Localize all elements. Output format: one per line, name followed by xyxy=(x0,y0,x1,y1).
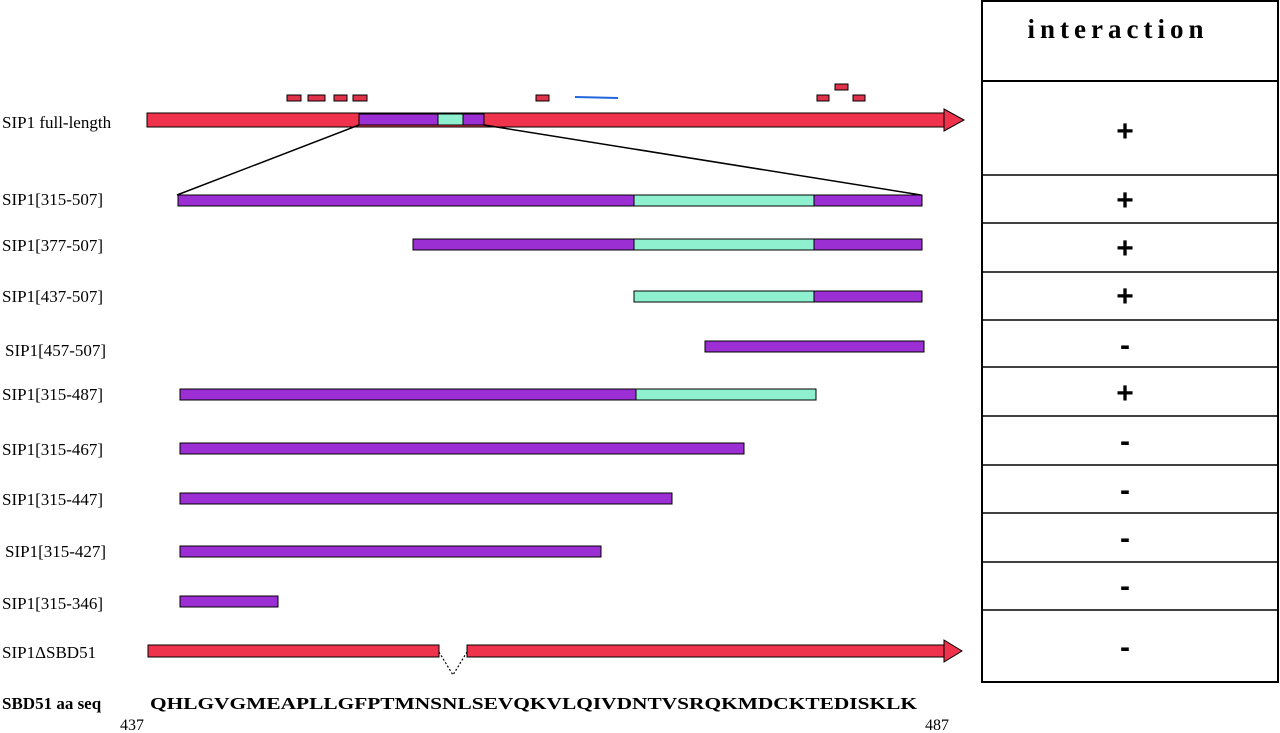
sbd51-segment xyxy=(633,194,815,207)
construct-label: SIP1 full-length xyxy=(2,113,112,132)
motif-mark xyxy=(333,94,348,102)
motif-mark xyxy=(816,94,830,102)
construct-bar xyxy=(813,290,923,303)
construct-label: SIP1[315-346] xyxy=(2,594,103,613)
motif-mark xyxy=(286,94,302,102)
interaction-table-frame xyxy=(981,0,1279,683)
sbd51-sequence: SBD51 aa seq QHLGVGMEAPLLGFPTMNSNLSEVQKV… xyxy=(2,694,949,733)
delta-construct-bar xyxy=(466,644,945,658)
sbd51-segment xyxy=(633,290,815,303)
interaction-table: interaction + + + + - + - - - - - xyxy=(981,0,1279,683)
construct-bar xyxy=(813,194,923,207)
motif-mark xyxy=(352,94,368,102)
construct-bar xyxy=(813,238,923,251)
motif-mark xyxy=(834,83,849,91)
sequence-end: 487 xyxy=(925,717,949,733)
sbd51-segment xyxy=(633,238,815,251)
sbd51-segment xyxy=(635,388,817,401)
interaction-value: + xyxy=(1116,377,1134,410)
sequence-residues: QHLGVGMEAPLLGFPTMNSNLSEVQKVLQIVDNTVSRQKM… xyxy=(150,694,918,713)
construct-label: SIP1[315-507] xyxy=(2,190,103,209)
construct-label: SIP1[315-467] xyxy=(2,440,103,459)
deletion-gap xyxy=(438,651,468,677)
interaction-header: interaction xyxy=(1028,14,1209,44)
construct-label: SIP1[457-507] xyxy=(5,341,106,360)
motif-mark xyxy=(852,94,866,102)
interaction-value: - xyxy=(1120,631,1130,664)
construct-label: SIP1[315-447] xyxy=(2,490,103,509)
interaction-value: - xyxy=(1120,570,1130,603)
arrow-head xyxy=(943,639,963,663)
interaction-value: - xyxy=(1120,522,1130,555)
delta-construct-bar xyxy=(147,644,440,658)
construct-label: SIP1[377-507] xyxy=(2,236,103,255)
interaction-value: + xyxy=(1116,280,1134,313)
motif-mark xyxy=(307,94,326,102)
construct-bar xyxy=(412,238,635,251)
sbd-segment xyxy=(358,113,439,126)
construct-label: SIP1[315-427] xyxy=(5,542,106,561)
construct-label: SIP1ΔSBD51 xyxy=(2,643,96,662)
construct-bar xyxy=(179,492,673,505)
interaction-value: - xyxy=(1120,329,1130,362)
construct-bar xyxy=(177,194,635,207)
motif-line xyxy=(574,96,619,99)
sbd-segment xyxy=(462,113,485,126)
deletion-constructs xyxy=(147,194,963,677)
motif-mark xyxy=(535,94,550,102)
zoom-line xyxy=(176,124,360,196)
sequence-start: 437 xyxy=(120,717,144,733)
zoom-line xyxy=(483,124,922,196)
construct-bar xyxy=(179,545,602,558)
interaction-value: + xyxy=(1116,115,1134,148)
construct-labels: SIP1 full-length SIP1[315-507] SIP1[377-… xyxy=(2,113,112,662)
interaction-value: + xyxy=(1116,184,1134,217)
construct-bar xyxy=(179,595,279,608)
construct-label: SIP1[437-507] xyxy=(2,287,103,306)
sbd51-segment xyxy=(437,113,464,126)
construct-bar xyxy=(704,340,925,353)
arrow-head xyxy=(943,108,966,132)
full-length-construct xyxy=(146,83,966,196)
construct-bar xyxy=(179,442,745,455)
construct-label: SIP1[315-487] xyxy=(2,385,103,404)
sequence-label: SBD51 aa seq xyxy=(2,694,102,713)
full-length-bar xyxy=(146,112,945,128)
construct-bar xyxy=(179,388,637,401)
interaction-value: - xyxy=(1120,425,1130,458)
interaction-value: - xyxy=(1120,474,1130,507)
interaction-value: + xyxy=(1116,232,1134,265)
